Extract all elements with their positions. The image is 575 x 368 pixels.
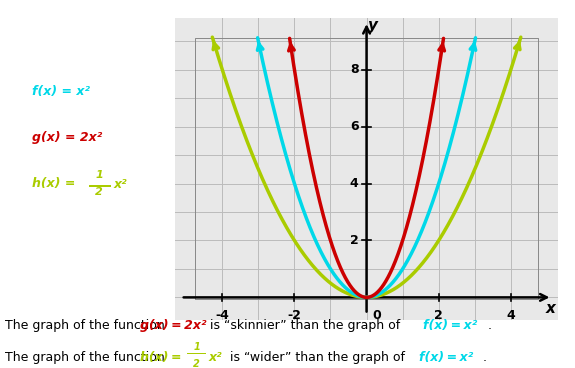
Text: is “skinnier” than the graph of: is “skinnier” than the graph of [206,319,404,332]
Text: 1: 1 [95,170,103,180]
Text: is “wider” than the graph of: is “wider” than the graph of [226,351,409,364]
Text: -4: -4 [215,309,229,322]
Text: 2: 2 [434,309,443,322]
Text: The graph of the function: The graph of the function [5,319,168,332]
Text: y: y [368,18,378,33]
Text: 1: 1 [193,342,200,353]
Text: 2: 2 [95,187,103,198]
Text: 4: 4 [350,177,359,190]
Text: f(x) = x²: f(x) = x² [32,85,90,99]
Text: 0: 0 [372,309,381,322]
Text: .: . [488,319,492,332]
Text: -2: -2 [288,309,301,322]
Text: h(x) =: h(x) = [140,351,184,364]
Text: 6: 6 [350,120,359,133]
Text: h(x) =: h(x) = [32,177,79,191]
Text: g(x) = 2x²: g(x) = 2x² [140,319,206,332]
Text: 2: 2 [193,359,200,368]
Text: f(x) = x²: f(x) = x² [423,319,477,332]
Text: x²: x² [113,177,127,191]
Text: x²: x² [208,351,222,364]
Text: 4: 4 [507,309,515,322]
Text: g(x) = 2x²: g(x) = 2x² [32,131,102,145]
Text: 2: 2 [350,234,359,247]
Text: x: x [546,301,555,316]
Text: The graph of the function: The graph of the function [5,351,168,364]
Text: 8: 8 [350,63,359,76]
Text: f(x) = x²: f(x) = x² [419,351,473,364]
Text: .: . [483,351,487,364]
